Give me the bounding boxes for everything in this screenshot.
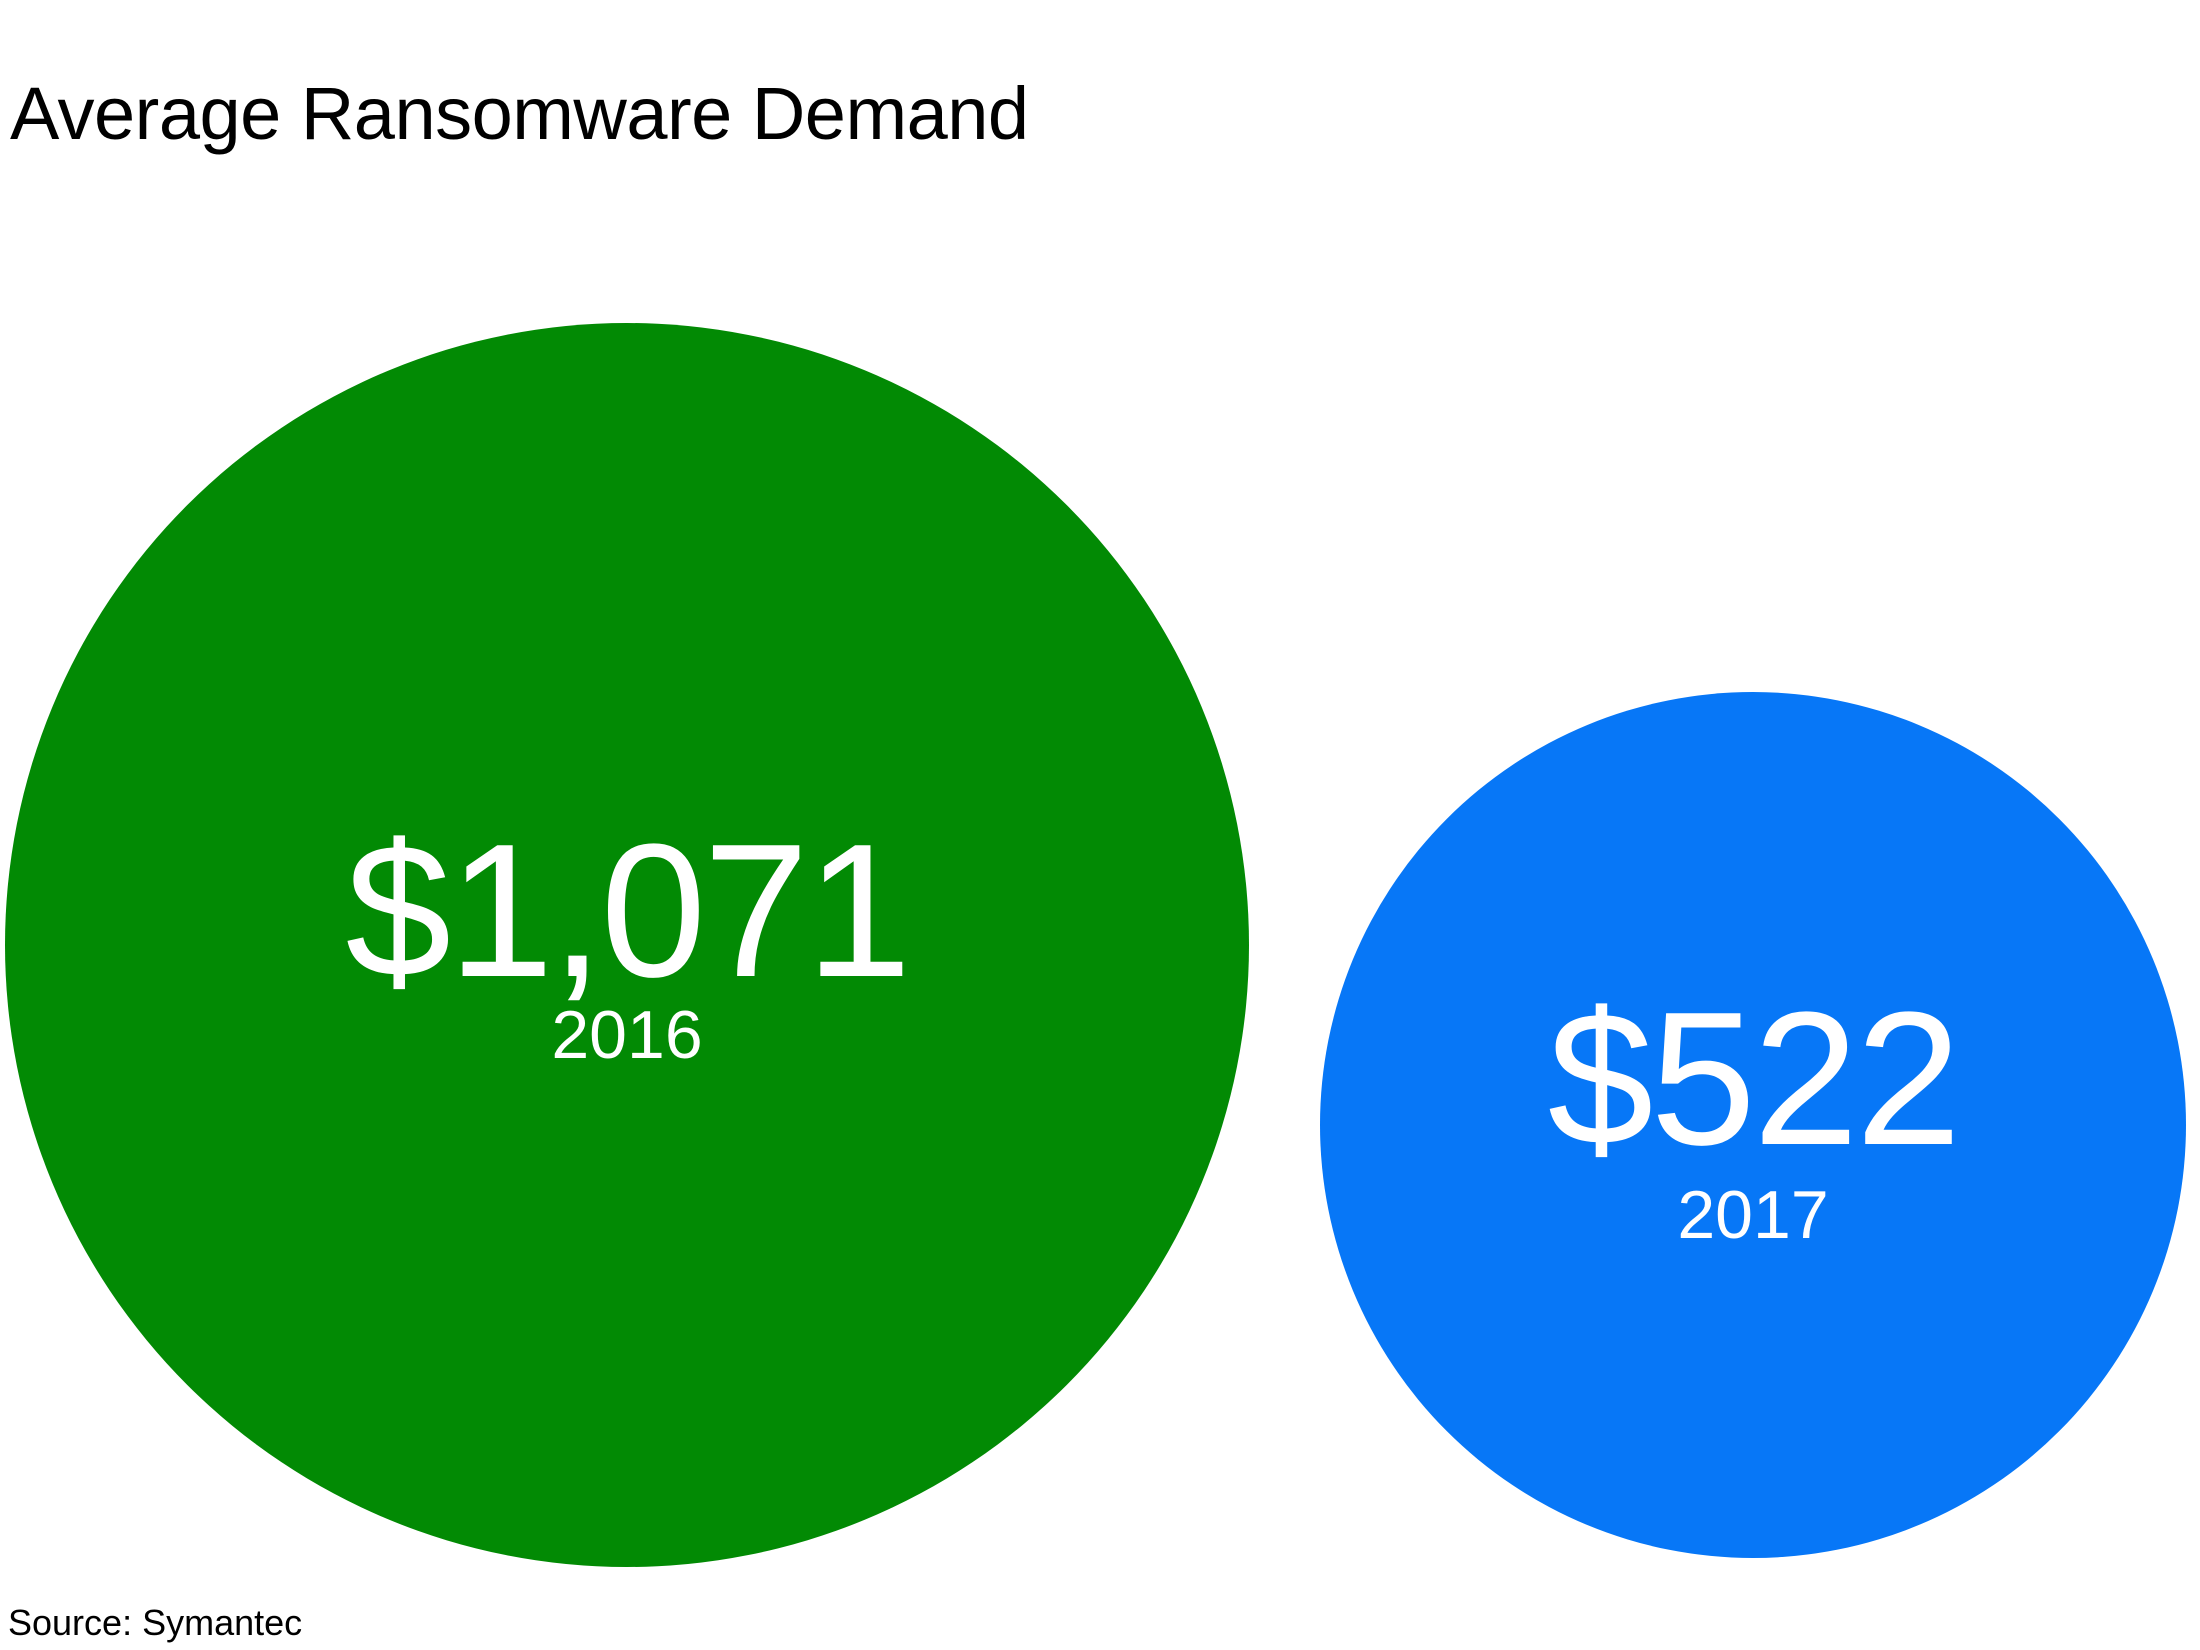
bubble-2016: $1,071 2016 bbox=[5, 323, 1249, 1567]
bubble-2017-value: $522 bbox=[1547, 972, 1962, 1185]
bubble-2017-year: 2017 bbox=[1677, 1177, 1829, 1254]
bubble-2017: $522 2017 bbox=[1320, 692, 2186, 1558]
source-note: Source: Symantec bbox=[8, 1602, 303, 1643]
chart-title: Average Ransomware Demand bbox=[10, 72, 1029, 155]
bubble-2016-value: $1,071 bbox=[345, 804, 911, 1017]
bubble-2016-year: 2016 bbox=[551, 997, 703, 1074]
